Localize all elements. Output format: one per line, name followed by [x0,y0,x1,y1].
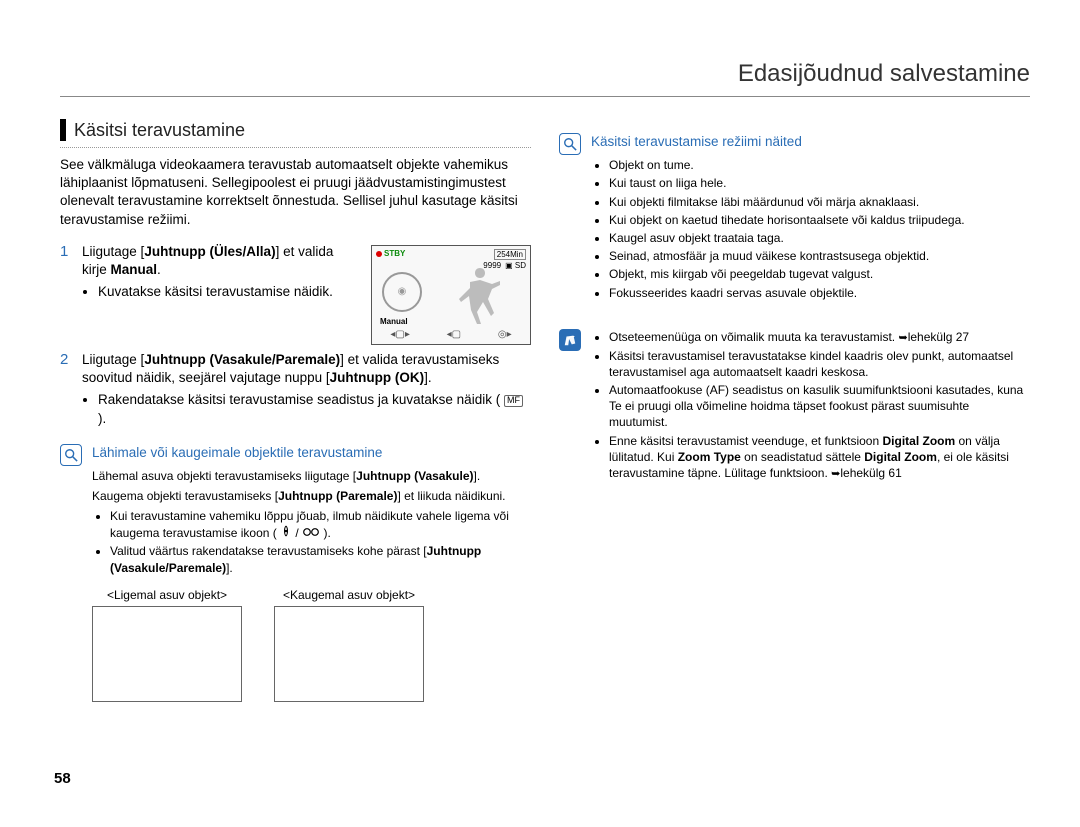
list-item: Kui objekt on kaetud tihedate horisontaa… [609,212,1030,228]
divider [60,96,1030,97]
thumb-caption: <Ligemal asuv objekt> [92,588,242,602]
step2-bullet: Rakendatakse käsitsi teravustamise seadi… [98,391,531,427]
thumb-frame [274,606,424,702]
magnifier-icon [559,133,581,155]
note-box: Otseteemenüüga on võimalik muuta ka tera… [559,329,1030,484]
thumb-far: <Kaugemal asuv objekt> [274,588,424,702]
right-column: Käsitsi teravustamise režiimi näited Obj… [559,119,1030,702]
note-item: Otseteemenüüga on võimalik muuta ka tera… [609,329,1030,346]
bottom-icons: ◂▢▸◂▢◎▸ [372,329,530,340]
step-2: 2 Liigutage [Juhtnupp (Vasakule/Paremale… [60,351,531,430]
section-bar [60,119,66,141]
t: ]. [474,469,481,483]
tip-title: Käsitsi teravustamise režiimi näited [591,133,1030,151]
tip-manual-examples: Käsitsi teravustamise režiimi näited Obj… [559,133,1030,303]
mf-icon: MF [504,395,523,407]
tip-title: Lähimale või kaugeimale objektile teravu… [92,444,531,462]
skater-silhouette-icon [450,264,510,334]
near-focus-icon [280,525,292,541]
list-item: Kui taust on liiga hele. [609,175,1030,191]
section-title: Käsitsi teravustamine [74,120,245,141]
list-item: Objekt, mis kiirgab või peegeldab tugeva… [609,266,1030,282]
list-item: Kaugel asuv objekt traataia taga. [609,230,1030,246]
step-1: 1 Liigutage [Juhtnupp (Üles/Alla)] et va… [60,243,361,304]
tip-bullet: Valitud väärtus rakendatakse teravustami… [110,543,531,575]
list-item: Objekt on tume. [609,157,1030,173]
camera-screen-preview: STBY 254Min 9999 ▣ SD ◉ Manual [371,245,531,345]
t: Lähemal asuva objekti teravustamiseks li… [92,469,356,483]
t: . [157,262,161,277]
thumbnail-row: <Ligemal asuv objekt> <Kaugemal asuv obj… [92,588,531,702]
t: Juhtnupp (Paremale) [278,489,397,503]
note-item: Automaatfookuse (AF) seadistus on kasuli… [609,382,1030,431]
t: Juhtnupp (Üles/Alla) [144,244,275,259]
stby-label: STBY [384,249,405,258]
thumb-near: <Ligemal asuv objekt> [92,588,242,702]
t: Manual [111,262,158,277]
step-number: 1 [60,243,72,304]
note-item: Enne käsitsi teravustamist veenduge, et … [609,433,1030,482]
step-number: 2 [60,351,72,430]
t: ]. [424,370,432,385]
dotted-divider [60,147,531,148]
note-item: Käsitsi teravustamisel teravustatakse ki… [609,348,1030,380]
t: Juhtnupp (Vasakule/Paremale) [144,352,340,367]
list-item: Fokusseerides kaadri servas asuvale obje… [609,285,1030,301]
rec-time: 254Min [494,249,526,260]
tip-bullet: Kui teravustamine vahemiku lõppu jõuab, … [110,508,531,541]
t: Juhtnupp (Vasakule) [356,469,473,483]
tip-focus-near-far: Lähimale või kaugeimale objektile teravu… [60,444,531,578]
step1-bullet: Kuvatakse käsitsi teravustamise näidik. [98,283,361,301]
page-number: 58 [54,770,71,787]
thumb-frame [92,606,242,702]
note-icon [559,329,581,351]
tip-p: Lähemal asuva objekti teravustamiseks li… [92,468,531,484]
thumb-caption: <Kaugemal asuv objekt> [274,588,424,602]
t: Kaugema objekti teravustamiseks [ [92,489,278,503]
manual-label: Manual [380,317,408,326]
far-focus-icon [302,525,320,541]
left-column: Käsitsi teravustamine See välkmäluga vid… [60,119,531,702]
t: Liigutage [ [82,244,144,259]
t: ] et liikuda näidikuni. [397,489,505,503]
list-item: Seinad, atmosfäär ja muud väikese kontra… [609,248,1030,264]
t: Liigutage [ [82,352,144,367]
t: Juhtnupp (OK) [330,370,424,385]
magnifier-icon [60,444,82,466]
control-dial-icon: ◉ [382,272,422,312]
tip-p: Kaugema objekti teravustamiseks [Juhtnup… [92,488,531,504]
intro-text: See välkmäluga videokaamera teravustab a… [60,156,531,229]
list-item: Kui objekti filmitakse läbi määrdunud võ… [609,194,1030,210]
chapter-title: Edasijõudnud salvestamine [60,60,1030,96]
